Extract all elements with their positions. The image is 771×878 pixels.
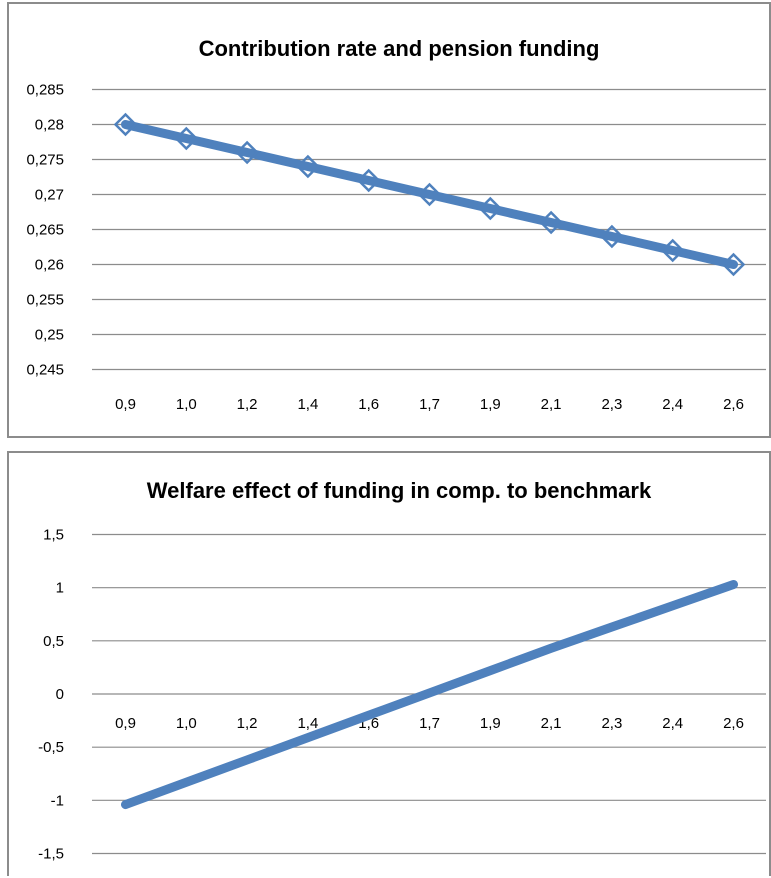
- y-tick-label: 0,25: [35, 327, 64, 344]
- y-tick-label: 0,26: [35, 257, 64, 274]
- x-tick-label: 0,9: [115, 715, 136, 732]
- x-tick-label: 2,1: [541, 715, 562, 732]
- x-tick-label: 0,9: [115, 396, 136, 413]
- x-tick-label: 2,3: [601, 396, 622, 413]
- welfare-chart: Welfare effect of funding in comp. to be…: [9, 453, 769, 878]
- y-tick-label: 1: [56, 580, 64, 597]
- y-tick-label: -1: [51, 792, 64, 809]
- y-tick-label: 1,5: [43, 527, 64, 544]
- contribution-chart: Contribution rate and pension funding 0,…: [9, 4, 769, 436]
- y-tick-label: 0,285: [26, 82, 64, 99]
- chart-title: Welfare effect of funding in comp. to be…: [147, 478, 652, 503]
- x-tick-label: 1,7: [419, 396, 440, 413]
- x-tick-label: 2,4: [662, 396, 683, 413]
- y-tick-label: 0,27: [35, 187, 64, 204]
- y-tick-label: 0,5: [43, 633, 64, 650]
- x-tick-label: 1,4: [297, 396, 318, 413]
- x-tick-label: 1,0: [176, 715, 197, 732]
- y-tick-label: 0,275: [26, 152, 64, 169]
- y-tick-label: 0,255: [26, 292, 64, 309]
- x-tick-label: 1,2: [237, 715, 258, 732]
- x-tick-label: 2,4: [662, 715, 683, 732]
- x-tick-label: 2,6: [723, 396, 744, 413]
- x-tick-label: 2,6: [723, 715, 744, 732]
- y-tick-label: -1,5: [38, 846, 64, 863]
- y-tick-label: 0,265: [26, 222, 64, 239]
- x-tick-label: 1,2: [237, 396, 258, 413]
- welfare-chart-frame: Welfare effect of funding in comp. to be…: [7, 451, 771, 876]
- x-tick-label: 1,0: [176, 396, 197, 413]
- x-tick-label: 1,9: [480, 715, 501, 732]
- x-tick-label: 1,6: [358, 396, 379, 413]
- x-tick-label: 1,4: [297, 715, 318, 732]
- y-tick-label: 0: [56, 686, 64, 703]
- x-tick-label: 2,3: [601, 715, 622, 732]
- x-tick-label: 1,7: [419, 715, 440, 732]
- y-tick-label: 0,28: [35, 117, 64, 134]
- contribution-chart-frame: Contribution rate and pension funding 0,…: [7, 2, 771, 438]
- chart-title: Contribution rate and pension funding: [199, 36, 600, 61]
- y-tick-label: 0,245: [26, 362, 64, 379]
- x-tick-label: 1,9: [480, 396, 501, 413]
- x-tick-label: 2,1: [541, 396, 562, 413]
- y-tick-label: -0,5: [38, 739, 64, 756]
